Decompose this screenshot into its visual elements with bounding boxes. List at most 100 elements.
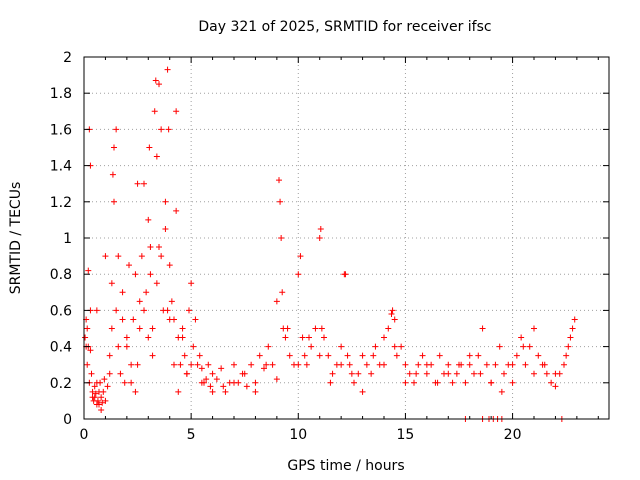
data-point (273, 298, 280, 305)
data-point (346, 361, 353, 368)
data-point (391, 343, 398, 350)
data-point (351, 379, 357, 386)
data-point (279, 289, 286, 296)
data-point (316, 352, 323, 359)
data-point (303, 361, 310, 368)
data-point (213, 376, 220, 383)
data-point (252, 379, 259, 386)
data-point (109, 171, 116, 178)
data-point (241, 370, 248, 377)
data-point (449, 379, 456, 386)
data-point (151, 108, 158, 115)
data-point (146, 144, 153, 151)
data-point (286, 352, 293, 359)
data-point (128, 379, 135, 386)
data-point (138, 253, 145, 260)
data-point (123, 334, 130, 341)
data-point (571, 316, 578, 323)
data-point (355, 370, 362, 377)
data-point (456, 361, 462, 368)
data-point (198, 379, 205, 386)
data-point (141, 307, 147, 314)
data-point (128, 361, 135, 368)
data-point (415, 361, 422, 368)
data-point (338, 343, 345, 350)
data-point (158, 126, 165, 133)
data-point (190, 343, 197, 350)
data-point (147, 271, 154, 278)
data-point (111, 144, 117, 151)
data-point (295, 271, 302, 278)
data-point (393, 352, 400, 359)
data-point (541, 361, 548, 368)
data-point (94, 397, 101, 404)
x-tick-label: 5 (187, 427, 196, 443)
data-point (104, 383, 111, 390)
data-point (171, 361, 177, 368)
data-point (113, 307, 120, 314)
data-point (498, 388, 505, 395)
y-tick-label: 1.2 (50, 195, 72, 211)
data-point (119, 289, 126, 296)
data-point (419, 352, 426, 359)
data-point (411, 379, 417, 386)
data-point (263, 361, 270, 368)
data-point (284, 325, 291, 332)
data-point (113, 126, 120, 133)
data-point (198, 365, 205, 372)
data-point (220, 383, 227, 390)
data-point (321, 334, 327, 341)
data-point (136, 298, 143, 305)
data-point (93, 307, 100, 314)
data-point (368, 370, 375, 377)
data-point (177, 361, 184, 368)
y-tick-label: 1 (63, 231, 72, 247)
data-point (318, 325, 325, 332)
y-tick-label: 0.8 (50, 267, 72, 283)
data-point (143, 289, 150, 296)
tick-labels: 0 5 10 15 20 0 0.2 0.4 0.6 0.8 1 1.2 1.4 1.6 1.8 2 (50, 50, 522, 443)
data-point (101, 376, 108, 383)
data-point (166, 316, 173, 323)
data-point (282, 334, 289, 341)
data-point (108, 325, 115, 332)
data-point (209, 370, 216, 377)
y-tick-label: 1.8 (50, 86, 72, 102)
data-point (181, 352, 188, 359)
data-point (88, 370, 95, 377)
data-point (370, 352, 377, 359)
data-point (483, 361, 490, 368)
data-point (98, 394, 105, 401)
data-point (252, 388, 259, 395)
data-point (552, 383, 559, 390)
data-point (561, 361, 567, 368)
data-point (87, 347, 94, 354)
data-point (273, 376, 280, 383)
data-point (388, 311, 395, 318)
data-point (248, 361, 255, 368)
data-point (299, 334, 306, 341)
x-tick-label: 10 (289, 427, 307, 443)
x-axis-label: GPS time / hours (287, 458, 404, 474)
data-point (179, 334, 186, 341)
data-point (509, 379, 516, 386)
data-point (381, 334, 387, 341)
data-point (166, 262, 173, 269)
data-point (82, 334, 89, 341)
data-point (84, 325, 91, 332)
data-point (121, 379, 128, 386)
data-point (276, 177, 282, 184)
data-point (205, 361, 212, 368)
data-point (134, 361, 141, 368)
data-point (466, 361, 473, 368)
y-tick-label: 2 (63, 50, 72, 66)
data-point (344, 352, 351, 359)
data-point (136, 325, 143, 332)
data-point (423, 370, 430, 377)
data-point (149, 325, 156, 332)
data-point (194, 361, 201, 368)
data-point (99, 399, 106, 406)
y-tick-label: 0.2 (50, 376, 72, 392)
data-point (108, 280, 115, 287)
data-point (501, 370, 507, 377)
